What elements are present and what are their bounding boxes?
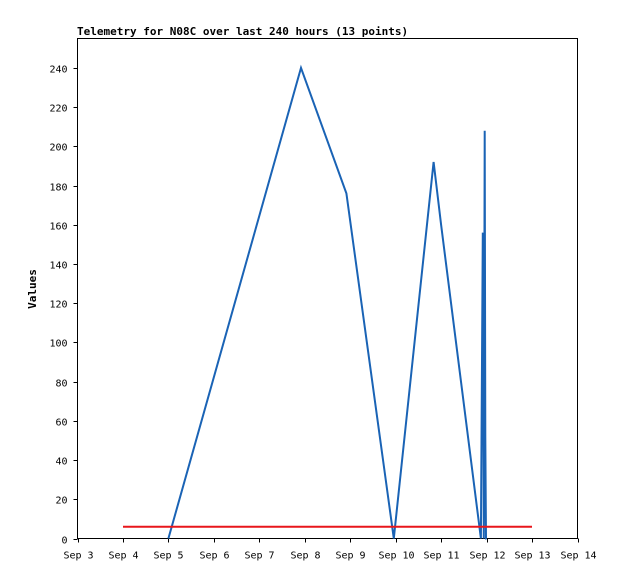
x-tick-label: Sep 13 <box>514 551 550 562</box>
y-tick-label: 40 <box>55 457 67 468</box>
x-tick-label: Sep 8 <box>290 551 320 562</box>
y-tick-label: 60 <box>55 418 67 429</box>
y-tick-label: 220 <box>49 104 67 115</box>
chart-title: Telemetry for N08C over last 240 hours (… <box>77 25 408 38</box>
series-layer <box>123 64 532 540</box>
x-tick-label: Sep 10 <box>378 551 414 562</box>
y-tick-label: 20 <box>55 496 67 507</box>
x-tick-label: Sep 7 <box>244 551 274 562</box>
x-tick-label: Sep 5 <box>153 551 183 562</box>
y-tick-label: 240 <box>49 65 67 76</box>
y-tick-label: 80 <box>55 379 67 390</box>
x-axis: Sep 3 Sep 4 Sep 5 Sep 6 Sep 7 Sep 8 Sep 9 Sep 1… <box>63 538 597 562</box>
x-tick-label: Sep 9 <box>335 551 365 562</box>
x-tick-label: Sep 3 <box>63 551 93 562</box>
telemetry-values-line <box>167 64 487 540</box>
y-tick-label: 200 <box>49 143 67 154</box>
x-tick-label: Sep 12 <box>469 551 505 562</box>
y-tick-label: 140 <box>49 261 67 272</box>
y-tick-label: 180 <box>49 183 67 194</box>
y-axis-title: Values <box>26 269 39 309</box>
y-tick-label: 100 <box>49 339 67 350</box>
y-tick-label: 120 <box>49 300 67 311</box>
y-tick-label: 0 <box>61 536 67 547</box>
plot-area <box>77 38 578 539</box>
x-tick-label: Sep 6 <box>199 551 229 562</box>
x-tick-label: Sep 11 <box>423 551 459 562</box>
x-tick-label: Sep 4 <box>108 551 138 562</box>
y-axis: 0 20 40 60 80 100 120 140 160 180 200 220 240 <box>49 65 78 547</box>
y-tick-label: 160 <box>49 222 67 233</box>
x-tick-label: Sep 14 <box>560 551 596 562</box>
